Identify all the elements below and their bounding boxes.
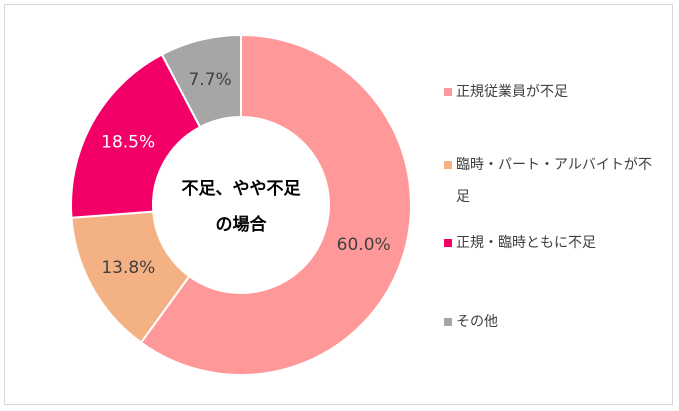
- data-label: 18.5%: [101, 132, 155, 152]
- legend-item: その他: [444, 306, 659, 338]
- data-label: 60.0%: [337, 235, 391, 255]
- legend-label: 正規従業員が不足: [456, 84, 568, 100]
- legend-swatch: [444, 88, 452, 96]
- data-label: 13.8%: [101, 258, 155, 278]
- donut-segment: [160, 33, 242, 129]
- legend-item: 臨時・パート・アルバイトが不足: [444, 149, 659, 213]
- center-text: 不足、やや不足: [182, 179, 301, 199]
- legend-label: 臨時・パート・アルバイトが不足: [456, 157, 652, 205]
- legend-label: その他: [456, 314, 498, 330]
- legend-label: 正規・臨時ともに不足: [456, 235, 596, 251]
- chart-frame: [4, 4, 673, 405]
- donut-segment: [139, 33, 412, 376]
- data-label: 7.7%: [188, 70, 231, 90]
- legend-swatch: [444, 239, 452, 247]
- donut-segment: [70, 53, 202, 219]
- legend-swatch: [444, 318, 452, 326]
- legend-item: 正規・臨時ともに不足: [444, 227, 659, 259]
- legend-swatch: [444, 161, 452, 169]
- center-text: の場合: [216, 214, 268, 235]
- legend-item: 正規従業員が不足: [444, 76, 659, 108]
